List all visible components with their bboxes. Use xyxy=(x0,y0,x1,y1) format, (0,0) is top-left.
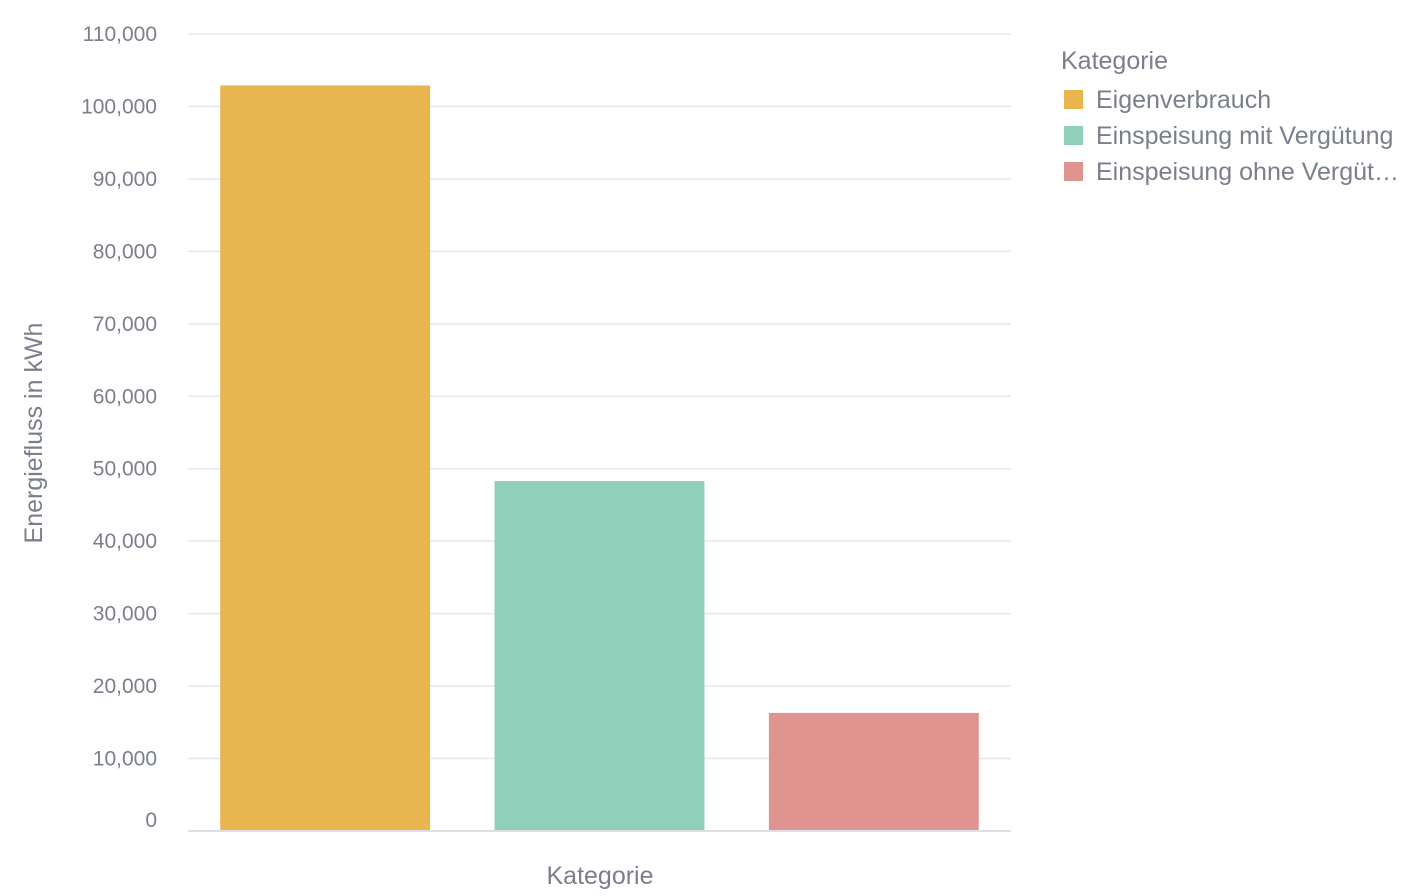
y-tick-label: 40,000 xyxy=(93,530,157,553)
bars xyxy=(220,85,979,831)
y-tick-label: 30,000 xyxy=(93,603,157,626)
legend-swatch xyxy=(1064,126,1083,145)
y-axis-title: Energiefluss in kWh xyxy=(20,323,48,544)
bar-1 xyxy=(220,85,431,831)
y-tick-label: 60,000 xyxy=(93,385,157,408)
y-tick-label: 100,000 xyxy=(81,95,157,118)
y-tick-label: 0 xyxy=(145,809,157,832)
legend-swatch xyxy=(1064,162,1083,181)
legend-label: Einspeisung mit Vergütung xyxy=(1096,122,1393,150)
bar-3 xyxy=(768,712,979,831)
y-tick-label: 20,000 xyxy=(93,675,157,698)
legend-title: Kategorie xyxy=(1061,47,1168,75)
bar-2 xyxy=(494,481,705,831)
legend-label: Einspeisung ohne Vergüt… xyxy=(1096,158,1399,186)
legend-label: Eigenverbrauch xyxy=(1096,86,1271,114)
y-tick-label: 90,000 xyxy=(93,168,157,191)
y-tick-label: 10,000 xyxy=(93,748,157,771)
y-tick-label: 80,000 xyxy=(93,240,157,263)
y-tick-label: 70,000 xyxy=(93,313,157,336)
y-axis-ticks: 0 10,000 20,000 30,000 40,000 50,000 60,000 70,… xyxy=(81,23,157,832)
x-axis-title: Kategorie xyxy=(546,862,653,890)
y-tick-label: 110,000 xyxy=(83,23,157,46)
y-tick-label: 50,000 xyxy=(93,458,157,481)
legend: Kategorie Eigenverbrauch Einspeisung mit … xyxy=(1061,47,1399,186)
legend-swatch xyxy=(1064,90,1083,109)
